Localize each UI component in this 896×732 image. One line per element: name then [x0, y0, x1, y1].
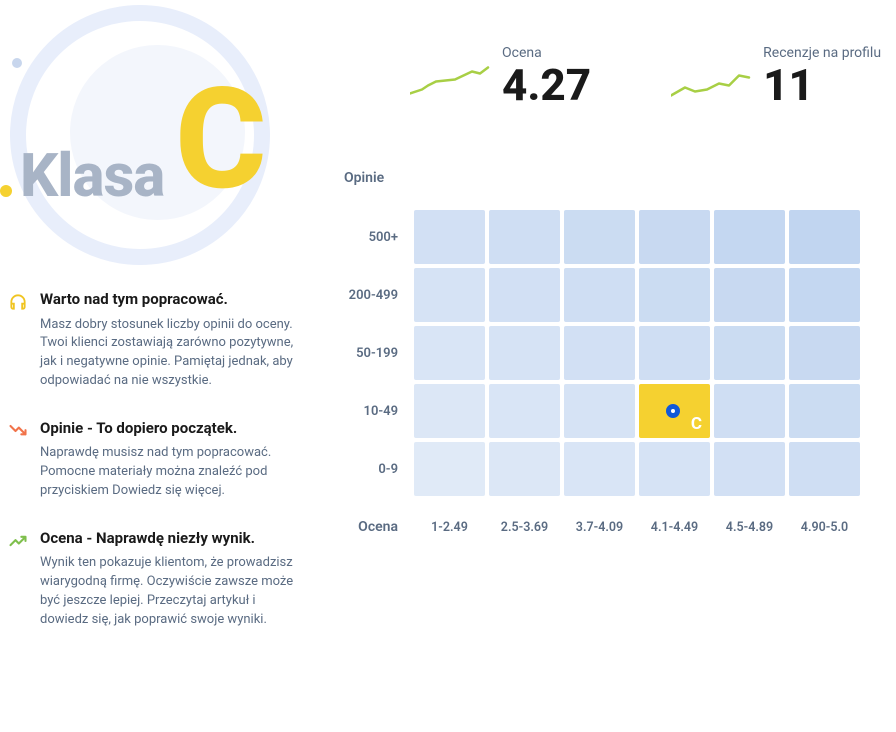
insight-item: Ocena - Naprawdę niezły wynik. Wynik ten…	[8, 529, 298, 630]
stat-value: 11	[763, 63, 881, 107]
matrix-cell	[639, 210, 710, 264]
matrix-cell	[564, 442, 635, 496]
matrix-row-label: 500+	[332, 208, 412, 266]
trend-up-icon	[8, 531, 28, 551]
matrix-cell	[789, 442, 860, 496]
trend-down-icon	[8, 421, 28, 441]
matrix-cell	[564, 384, 635, 438]
matrix-row-label: 0-9	[332, 440, 412, 498]
grade-letter: C	[175, 70, 267, 210]
headphones-icon	[8, 292, 28, 312]
stat-score: Ocena 4.27	[410, 45, 591, 108]
matrix-cell	[489, 442, 560, 496]
matrix-cell	[564, 210, 635, 264]
insight-title: Warto nad tym popracować.	[40, 290, 298, 310]
matrix-row-label: 200-499	[332, 266, 412, 324]
matrix-cell	[714, 268, 785, 322]
matrix-cell	[564, 268, 635, 322]
grade-badge: Klasa C	[0, 0, 300, 260]
insight-item: Opinie - To dopiero początek. Naprawdę m…	[8, 419, 298, 501]
matrix-cell	[789, 326, 860, 380]
matrix-cell	[414, 268, 485, 322]
matrix-cell	[789, 384, 860, 438]
matrix-cell	[714, 326, 785, 380]
matrix-col-label: 3.7-4.09	[562, 498, 637, 538]
decorative-dot	[12, 58, 22, 68]
insight-body: Naprawdę musisz nad tym popracować. Pomo…	[40, 444, 298, 501]
matrix-col-label: 4.1-4.49	[637, 498, 712, 538]
matrix-cell	[714, 384, 785, 438]
matrix-col-label: 1-2.49	[412, 498, 487, 538]
matrix-cell	[414, 326, 485, 380]
matrix-cell	[489, 210, 560, 264]
insight-title: Ocena - Naprawdę niezły wynik.	[40, 529, 298, 549]
matrix-cell	[489, 326, 560, 380]
matrix-cell	[414, 384, 485, 438]
matrix-cell	[789, 268, 860, 322]
matrix-col-label: 4.90-5.0	[787, 498, 862, 538]
insight-body: Wynik ten pokazuje klientom, że prowadzi…	[40, 554, 298, 629]
matrix-cell	[639, 268, 710, 322]
insight-body: Masz dobry stosunek liczby opinii do oce…	[40, 316, 298, 391]
matrix-cell	[414, 210, 485, 264]
matrix-col-label: 2.5-3.69	[487, 498, 562, 538]
matrix-ylabel: Opinie	[344, 170, 892, 186]
matrix-cell	[714, 210, 785, 264]
matrix-cell	[639, 326, 710, 380]
cell-grade-letter: C	[691, 414, 702, 434]
matrix-col-label: 4.5-4.89	[712, 498, 787, 538]
insight-title: Opinie - To dopiero początek.	[40, 419, 298, 439]
matrix-area: Opinie 500+200-49950-19910-49 C 0-9Ocena1-…	[332, 170, 892, 538]
sparkline-score	[410, 53, 490, 108]
matrix-cell	[789, 210, 860, 264]
decorative-dot	[0, 185, 12, 197]
sparkline-reviews	[671, 53, 751, 108]
matrix-cell	[489, 384, 560, 438]
matrix-row-label: 10-49	[332, 382, 412, 440]
matrix-xlabel: Ocena	[332, 498, 412, 538]
matrix-cell	[714, 442, 785, 496]
insight-item: Warto nad tym popracować. Masz dobry sto…	[8, 290, 298, 391]
matrix-cell	[639, 442, 710, 496]
matrix-cell: C	[639, 384, 710, 438]
insights-list: Warto nad tym popracować. Masz dobry sto…	[8, 290, 298, 658]
matrix-cell	[564, 326, 635, 380]
stat-value: 4.27	[502, 63, 591, 107]
matrix-cell	[489, 268, 560, 322]
grade-prefix: Klasa	[20, 140, 164, 211]
matrix-grid: 500+200-49950-19910-49 C 0-9Ocena1-2.492.5…	[332, 208, 892, 538]
matrix-cell	[414, 442, 485, 496]
top-stats: Ocena 4.27 Recenzje na profilu 11	[410, 45, 881, 108]
stat-reviews: Recenzje na profilu 11	[671, 45, 881, 108]
position-marker	[666, 404, 680, 418]
matrix-row-label: 50-199	[332, 324, 412, 382]
